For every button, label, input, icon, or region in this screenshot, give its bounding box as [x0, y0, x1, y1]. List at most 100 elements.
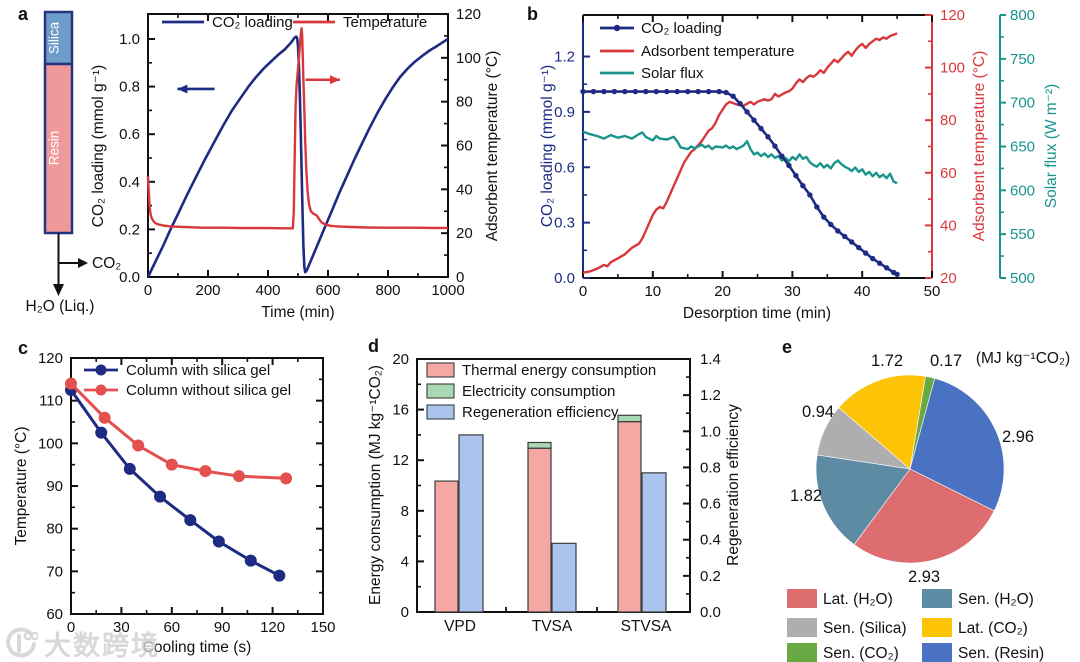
efficiency-bar: [641, 472, 667, 613]
marker-co2-loading: [894, 271, 900, 278]
legend-label: Adsorbent temperature: [641, 43, 794, 60]
panel-label-a: a: [18, 4, 29, 24]
y-tick-label: 0.0: [119, 269, 140, 286]
y-axis-right: 0 20 40 60 80 100 120 Adsorbent temperature (°C…: [441, 6, 501, 286]
legend-label: Thermal energy consumption: [462, 362, 656, 379]
legend-swatch-box: [787, 618, 817, 637]
marker-co2-loading: [643, 88, 649, 95]
series-adsorbent-temperature: [582, 32, 898, 274]
y-tick-label: 100: [940, 60, 965, 77]
y-axis-title-left: CO₂ loading (mmol g⁻¹): [539, 65, 556, 227]
y-tick-label: 0.6: [554, 159, 575, 176]
marker-co2-loading: [751, 117, 757, 123]
legend-label: CO₂ loading: [212, 14, 293, 31]
marker-co2-loading: [849, 239, 855, 245]
y-tick-label: 60: [46, 606, 63, 623]
y-tick-label: 800: [1010, 7, 1035, 24]
marker-co2-loading: [786, 162, 792, 169]
y-tick-label: 0.2: [119, 221, 140, 238]
legend-item: CO₂ loading: [162, 14, 293, 31]
y-tick-label: 4: [401, 553, 409, 570]
category-label: STVSA: [621, 618, 672, 635]
y-tick-label: 60: [940, 165, 957, 182]
y-axis-title-left: Temperature (°C): [13, 426, 30, 545]
marker-co2-loading: [611, 88, 618, 95]
y-tick-label: 0.6: [119, 126, 140, 143]
marker-co2-loading: [814, 204, 820, 210]
marker-column-with-silica-gel: [95, 426, 108, 439]
legend-label: Sen. (CO₂): [823, 645, 899, 662]
marker-co2-loading: [765, 134, 771, 140]
legend-item: Sen. (Silica): [787, 618, 907, 637]
x-tick-label: 600: [315, 282, 340, 299]
y-tick-label: 16: [392, 402, 409, 419]
legend-item: Regeneration efficiency: [426, 404, 619, 421]
marker-co2-loading: [807, 192, 813, 198]
legend-item: Lat. (H₂O): [787, 589, 893, 608]
y-tick-label: 1.0: [119, 31, 140, 48]
marker-co2-loading: [869, 255, 876, 262]
marker-column-without-silica-gel: [233, 470, 245, 483]
x-tick-label: 0: [67, 619, 75, 636]
legend-item: Temperature: [293, 14, 427, 31]
legend-swatch-box: [922, 643, 952, 662]
x-axis: 0 30 60 90 120 150 Cooling time (s): [67, 358, 336, 656]
marker-co2-loading: [674, 88, 680, 95]
y-axis-title-left: Energy consumption (MJ kg⁻¹CO₂): [367, 365, 384, 605]
pie-slice-lat-h-o-: [853, 468, 995, 564]
axis-direction-arrow: [177, 84, 215, 94]
silica-label: Silica: [47, 21, 62, 54]
x-tick-label: 50: [924, 283, 941, 300]
legend-item: Solar flux: [600, 65, 704, 82]
category-label: VPD: [444, 618, 476, 635]
x-tick-label: 10: [644, 283, 661, 300]
arrow-head: [330, 75, 340, 85]
y-tick-label: 0.0: [554, 270, 575, 287]
legend-item: Column with silica gel: [84, 362, 270, 379]
y-tick-label: 40: [940, 217, 957, 234]
series-co2-loading: [583, 90, 898, 276]
y-tick-label: 1.4: [700, 351, 721, 368]
pie-value-sen-h-o-: 1.82: [790, 487, 822, 505]
legend-item: Adsorbent temperature: [600, 43, 794, 60]
series-temperature: [146, 27, 448, 230]
panel-b: b 0 10 20 30 40 50 Desorption time (min) 0.0 0.3…: [510, 0, 1080, 330]
x-tick-label: 200: [195, 282, 220, 299]
marker-co2-loading: [883, 265, 890, 271]
y-axis-left: 0.0 0.2 0.4 0.6 0.8 1.0 CO₂ loading (mmol g⁻¹): [90, 31, 155, 286]
x-tick-label: 0: [579, 283, 587, 300]
marker-column-without-silica-gel: [199, 465, 212, 478]
x-tick-label: 90: [214, 619, 231, 636]
marker-co2-loading: [758, 125, 764, 132]
marker-column-with-silica-gel: [244, 554, 257, 567]
y-tick-label: 600: [1010, 182, 1035, 199]
thermal-bar: [527, 447, 552, 613]
marker-co2-loading: [653, 88, 659, 95]
y-tick-label: 1.2: [700, 387, 721, 404]
x-tick-label: 30: [113, 619, 130, 636]
y-tick-label: 650: [1010, 139, 1035, 156]
pie-value-lat-h-o-: 2.93: [908, 568, 940, 586]
y-tick-label: 0.8: [700, 459, 721, 476]
legend-label: Sen. (H₂O): [958, 591, 1034, 608]
pie-slice-sen-h-o-: [815, 454, 911, 546]
y-tick-label: 0.0: [700, 604, 721, 621]
y-tick-label: 100: [38, 435, 63, 452]
y-tick-label: 750: [1010, 51, 1035, 68]
legend-label: Column without silica gel: [126, 382, 291, 399]
y-tick-label: 1.2: [554, 49, 575, 66]
x-tick-label: 400: [255, 282, 280, 299]
thermal-bar: [617, 421, 642, 613]
x-tick-label: 30: [784, 283, 801, 300]
marker-column-with-silica-gel: [212, 535, 225, 548]
y-axis-mirror: [316, 357, 323, 615]
x-axis-title: Desorption time (min): [683, 305, 831, 322]
y-axis-title-right: Regeneration efficiency: [725, 404, 742, 566]
marker-co2-loading: [685, 88, 691, 95]
y-tick-label: 110: [39, 393, 63, 410]
panel-label-d: d: [368, 336, 379, 356]
series-solar-flux: [582, 130, 898, 185]
legend-swatch-dot: [613, 24, 621, 32]
efficiency-bar: [458, 434, 484, 613]
